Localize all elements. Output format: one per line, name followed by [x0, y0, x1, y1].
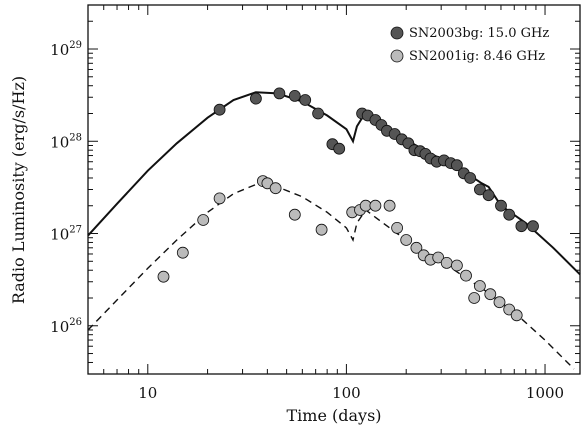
- y-tick-label: 1028: [50, 132, 82, 151]
- data-point-sn2001ig: [440, 256, 453, 269]
- data-point-sn2003bg: [299, 94, 312, 106]
- legend-label-sn2001ig: SN2001ig: 8.46 GHz: [409, 49, 545, 64]
- y-tick-label: 1026: [50, 317, 82, 336]
- data-point-sn2001ig: [157, 270, 170, 283]
- data-point-sn2001ig: [493, 296, 506, 309]
- legend-label-sn2003bg: SN2003bg: 15.0 GHz: [409, 26, 549, 41]
- data-point-sn2001ig: [176, 246, 189, 259]
- axis-ticks: [87, 4, 580, 375]
- data-point-sn2001ig: [400, 234, 413, 246]
- data-point-sn2003bg: [473, 183, 486, 196]
- data-points: [157, 87, 539, 322]
- data-point-sn2003bg: [464, 172, 477, 184]
- data-point-sn2001ig: [383, 199, 396, 212]
- data-point-sn2001ig: [197, 214, 210, 226]
- data-point-sn2003bg: [482, 189, 495, 202]
- y-tick-label: 1027: [50, 225, 82, 244]
- model-curve-sn2001ig: [87, 183, 575, 370]
- legend-marker-sn2001ig: [390, 49, 404, 63]
- data-point-sn2001ig: [484, 288, 497, 301]
- data-point-sn2001ig: [450, 259, 463, 272]
- data-point-sn2001ig: [315, 223, 328, 236]
- data-point-sn2003bg: [495, 199, 507, 212]
- legend: SN2003bg: 15.0 GHz SN2001ig: 8.46 GHz: [390, 26, 549, 64]
- data-point-sn2001ig: [468, 292, 481, 304]
- data-point-sn2001ig: [213, 192, 226, 205]
- data-point-sn2003bg: [288, 90, 301, 102]
- data-point-sn2001ig: [288, 208, 301, 221]
- x-tick-label: 100: [332, 384, 361, 402]
- data-point-sn2003bg: [515, 220, 528, 233]
- data-point-sn2003bg: [312, 107, 325, 120]
- model-curves: [87, 91, 581, 370]
- y-tick-labels: 1026 1027 1028 1029: [50, 40, 82, 336]
- data-point-sn2001ig: [432, 251, 445, 264]
- x-tick-label: 10: [138, 384, 157, 402]
- data-point-sn2003bg: [273, 87, 286, 100]
- data-point-sn2001ig: [391, 221, 404, 234]
- data-point-sn2003bg: [527, 220, 539, 233]
- x-axis-title: Time (days): [286, 406, 381, 425]
- x-tick-label: 1000: [526, 384, 564, 402]
- data-point-sn2001ig: [410, 241, 423, 254]
- data-point-sn2001ig: [473, 280, 486, 292]
- data-point-sn2001ig: [369, 199, 382, 212]
- y-tick-label: 1029: [50, 40, 82, 59]
- data-point-sn2003bg: [333, 142, 346, 155]
- data-point-sn2003bg: [503, 208, 516, 221]
- y-axis-title: Radio Luminosity (erg/s/Hz): [9, 76, 28, 304]
- legend-marker-sn2003bg: [390, 26, 404, 40]
- data-point-sn2001ig: [510, 309, 523, 322]
- data-point-sn2001ig: [269, 182, 282, 195]
- data-point-sn2003bg: [213, 103, 226, 116]
- data-point-sn2003bg: [249, 92, 262, 105]
- x-tick-labels: 10 100 1000: [138, 384, 564, 402]
- model-curve-sn2003bg: [87, 91, 581, 276]
- data-point-sn2003bg: [450, 159, 463, 172]
- data-point-sn2001ig: [460, 269, 472, 282]
